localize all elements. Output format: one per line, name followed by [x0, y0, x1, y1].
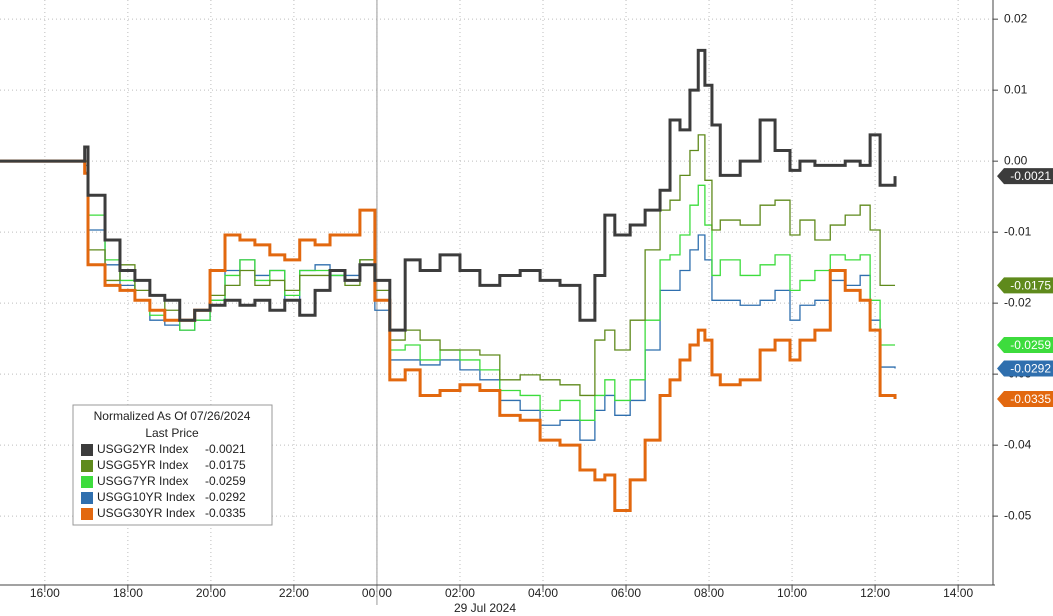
legend-swatch — [81, 444, 93, 456]
y-tick-label: -0.01 — [1004, 224, 1032, 238]
value-tag — [997, 277, 1053, 294]
y-tick-label: -0.05 — [1004, 508, 1032, 522]
x-tick-label: 06:00 — [611, 586, 641, 600]
y-tick-label: 0.00 — [1004, 153, 1028, 167]
legend-label: USGG2YR Index — [97, 442, 188, 456]
x-tick-label: 18:00 — [113, 586, 143, 600]
legend-swatch — [81, 476, 93, 488]
y-tick-label: 0.01 — [1004, 82, 1028, 96]
legend: Normalized As Of 07/26/2024 Last Price USG… — [72, 404, 273, 526]
legend-label: USGG5YR Index — [97, 458, 188, 472]
value-tag-label: -0.0335 — [1010, 392, 1051, 406]
value-tag — [997, 360, 1053, 377]
legend-swatch — [81, 508, 93, 520]
x-tick-label: 22:00 — [279, 586, 309, 600]
x-tick-label: 04:00 — [528, 586, 558, 600]
legend-value: -0.0021 — [205, 442, 246, 456]
legend-swatch — [81, 460, 93, 472]
y-tick-label: -0.04 — [1004, 437, 1032, 451]
series-line — [0, 159, 897, 512]
series-line — [0, 48, 897, 332]
value-tag-label: -0.0259 — [1010, 338, 1051, 352]
legend-label: USGG7YR Index — [97, 474, 188, 488]
x-tick-label: 10:00 — [777, 586, 807, 600]
value-tag-label: -0.0292 — [1010, 362, 1051, 376]
y-tick-label: 0.02 — [1004, 11, 1028, 25]
value-tag — [997, 168, 1053, 185]
x-date-label: 29 Jul 2024 — [454, 601, 516, 615]
y-tick-label: -0.02 — [1004, 295, 1032, 309]
legend-value: -0.0259 — [205, 474, 246, 488]
x-tick-label: 16:00 — [30, 586, 60, 600]
x-tick-label: 20:00 — [196, 586, 226, 600]
value-tag — [997, 390, 1053, 407]
value-tag — [997, 337, 1053, 354]
x-tick-label: 12:00 — [860, 586, 890, 600]
legend-swatch — [81, 492, 93, 504]
legend-subtitle: Last Price — [145, 426, 199, 440]
legend-label: USGG10YR Index — [97, 490, 195, 504]
x-tick-label: 08:00 — [694, 586, 724, 600]
legend-title: Normalized As Of 07/26/2024 — [94, 409, 251, 423]
value-tag-label: -0.0021 — [1010, 169, 1051, 183]
legend-value: -0.0292 — [205, 490, 246, 504]
legend-label: USGG30YR Index — [97, 506, 195, 520]
legend-box — [72, 404, 273, 526]
x-tick-label: 02:00 — [445, 586, 475, 600]
legend-value: -0.0175 — [205, 458, 246, 472]
x-tick-label: 14:00 — [943, 586, 973, 600]
value-tag-label: -0.0175 — [1010, 279, 1051, 293]
legend-value: -0.0335 — [205, 506, 246, 520]
